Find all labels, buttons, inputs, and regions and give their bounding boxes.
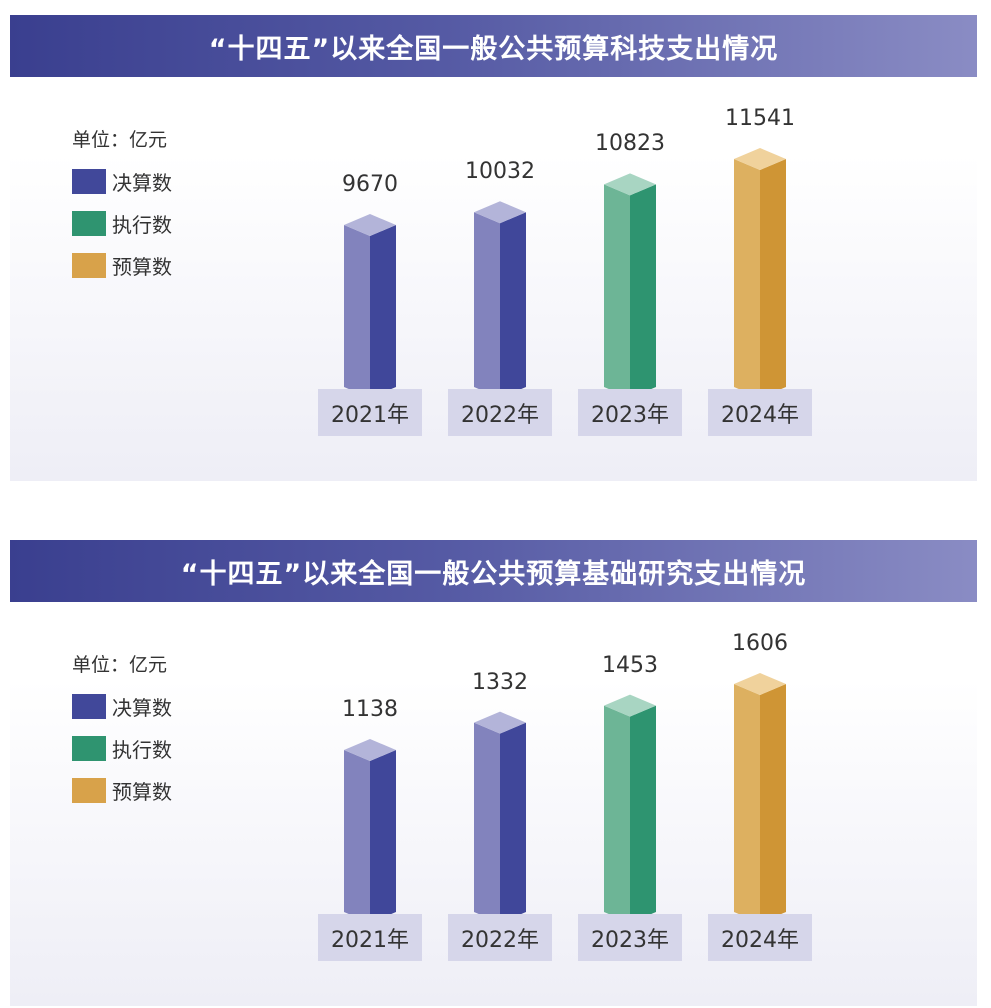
unit-label: 单位：亿元 [72,129,168,151]
data-label: 10823 [595,131,665,157]
bar-2024年 [734,673,786,923]
data-label: 1453 [602,652,658,678]
legend-label-budget: 预算数 [112,254,172,279]
bar-2021年 [344,214,396,398]
data-label: 11541 [725,106,795,131]
legend-label-budget: 预算数 [112,779,172,804]
bar-front-face [344,750,370,923]
bar-top-face [734,673,786,695]
legend-label-final: 决算数 [112,695,172,720]
bar-2022年 [474,201,526,398]
category-label: 2022年 [448,914,552,961]
category-label: 2023年 [578,914,682,961]
bar-top-face [604,694,656,717]
bar-top-face [604,173,656,196]
bar-side-face [370,225,396,398]
data-label: 1332 [472,669,528,695]
bar-side-face [630,705,656,923]
bar-front-face [734,159,760,398]
bar-top-face [734,148,786,170]
category-label: 2021年 [318,389,422,436]
legend-label-final: 决算数 [112,170,172,195]
legend: 决算数 执行数 预算数 [72,167,172,293]
bar-side-face [370,750,396,923]
bar-2023年 [604,173,656,398]
bar-2023年 [604,694,656,923]
bar-chart-svg [344,148,786,398]
legend-label-executed: 执行数 [112,212,172,237]
bar-2021年 [344,739,396,923]
data-label: 1606 [732,631,788,656]
bar-top-face [474,711,526,734]
category-label: 2024年 [708,389,812,436]
category-label: 2024年 [708,914,812,961]
legend-swatch-executed [72,735,106,761]
bar-side-face [500,212,526,398]
bar-top-face [474,201,526,224]
bar-front-face [604,705,630,923]
bar-side-face [500,722,526,923]
bar-front-face [474,722,500,923]
data-label: 1138 [342,697,398,722]
legend-item-executed: 执行数 [72,209,172,237]
legend-item-budget: 预算数 [72,776,172,804]
legend-swatch-budget [72,252,106,278]
category-label: 2021年 [318,914,422,961]
legend-swatch-budget [72,777,106,803]
bar-2024年 [734,148,786,398]
chart-title: “十四五”以来全国一般公共预算科技支出情况 [10,15,977,77]
legend-label-executed: 执行数 [112,737,172,762]
bar-top-face [344,214,396,236]
unit-label: 单位：亿元 [72,654,168,676]
category-label: 2023年 [578,389,682,436]
bar-top-face [344,739,396,761]
data-label: 9670 [342,172,398,197]
legend: 决算数 执行数 预算数 [72,692,172,818]
category-label: 2022年 [448,389,552,436]
legend-item-executed: 执行数 [72,734,172,762]
chart-title: “十四五”以来全国一般公共预算基础研究支出情况 [10,540,977,602]
bar-chart-svg [344,673,786,923]
legend-swatch-executed [72,210,106,236]
legend-swatch-final [72,168,106,194]
bar-front-face [604,184,630,398]
bar-2022年 [474,711,526,923]
bar-side-face [630,184,656,398]
bar-side-face [760,159,786,398]
bar-front-face [734,684,760,923]
legend-item-final: 决算数 [72,692,172,720]
legend-item-final: 决算数 [72,167,172,195]
bar-side-face [760,684,786,923]
data-label: 10032 [465,159,535,185]
legend-swatch-final [72,693,106,719]
chart-panel-basic-research: “十四五”以来全国一般公共预算基础研究支出情况 单位：亿元 决算数 执行数 预算… [10,540,977,1006]
chart-panel-tech-spending: “十四五”以来全国一般公共预算科技支出情况 单位：亿元 决算数 执行数 预算数 … [10,15,977,481]
bar-front-face [474,212,500,398]
legend-item-budget: 预算数 [72,251,172,279]
bar-front-face [344,225,370,398]
